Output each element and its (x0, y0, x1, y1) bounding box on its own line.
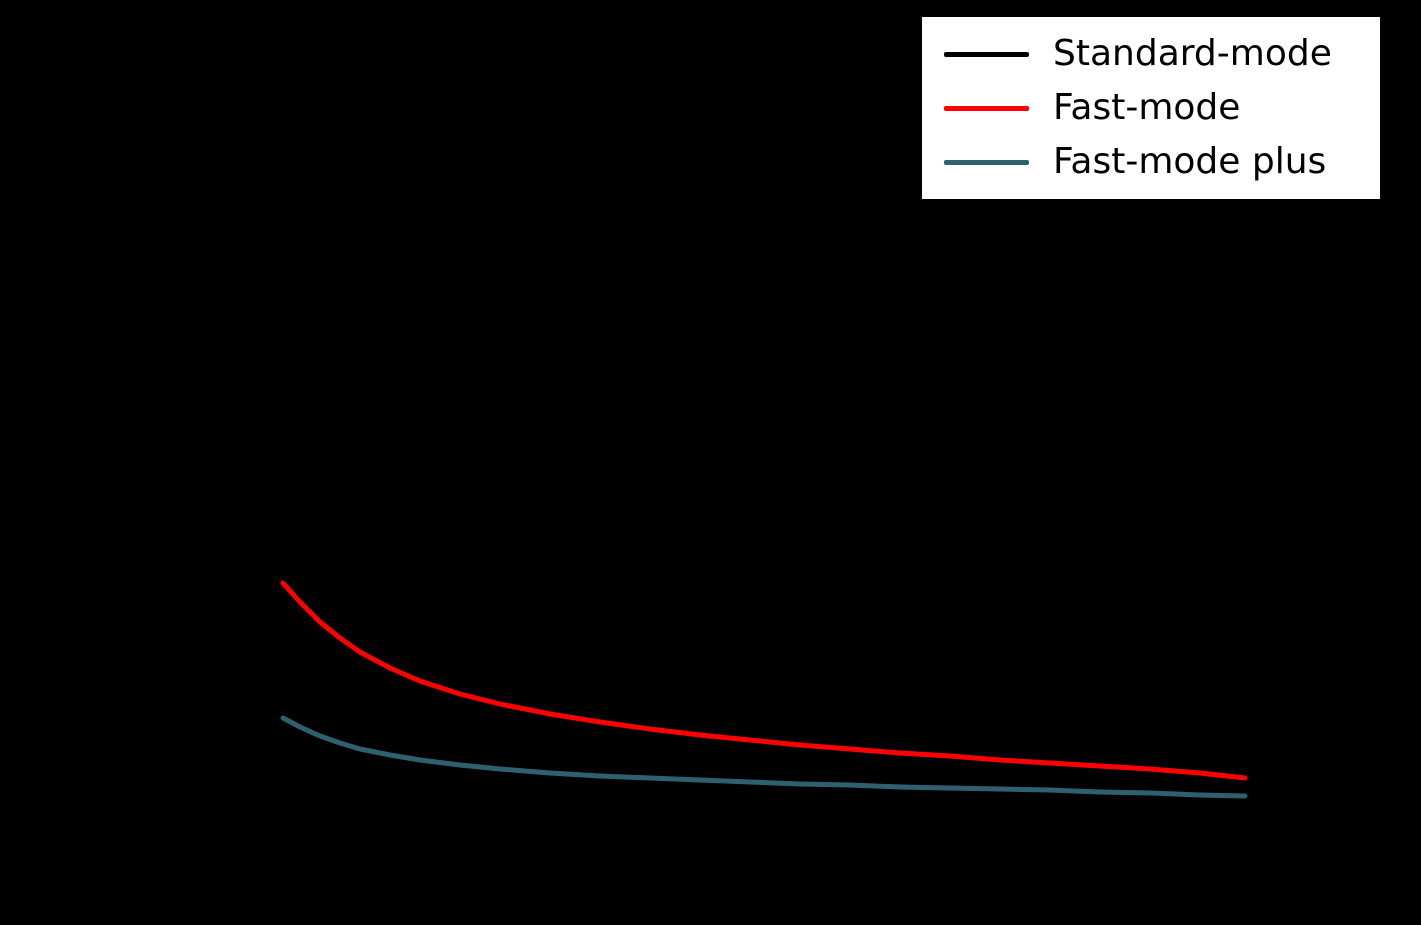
series-fast-mode-line (280, 580, 1248, 781)
fast-mode-line-swatch (944, 105, 1029, 111)
legend-entry-standard-mode: Standard-mode (944, 34, 1358, 74)
series-fast-mode-plus-line (280, 715, 1248, 799)
legend-label-fast-mode: Fast-mode (1053, 87, 1241, 129)
legend: Standard-mode Fast-mode Fast-mode plus (920, 15, 1382, 201)
legend-label-fast-mode-plus: Fast-mode plus (1053, 141, 1327, 183)
legend-entry-fast-mode-plus: Fast-mode plus (944, 142, 1358, 182)
standard-mode-line-swatch (944, 51, 1029, 57)
legend-label-standard-mode: Standard-mode (1053, 33, 1332, 75)
legend-entry-fast-mode: Fast-mode (944, 88, 1358, 128)
fast-mode-plus-line-swatch (944, 159, 1029, 165)
